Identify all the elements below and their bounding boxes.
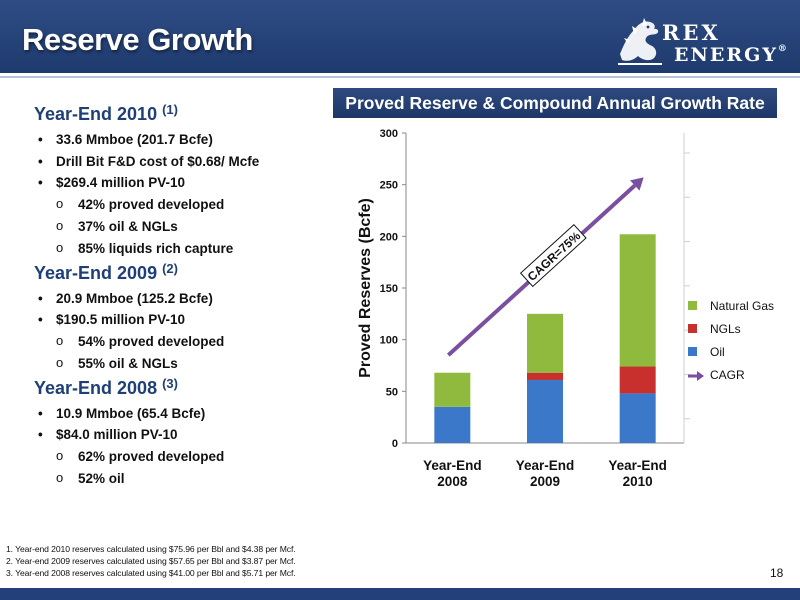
reserves-bar-chart: 0 50 100 150 200 250 300 Proved Reserves (Bcfe)…	[357, 128, 774, 489]
legend-label: Oil	[710, 345, 725, 359]
y-tick-label: 100	[380, 335, 398, 347]
x-category-label: Year-End	[516, 458, 575, 473]
y-tick-label: 200	[380, 231, 398, 243]
header-bar	[0, 0, 800, 73]
footnotes: 1. Year-end 2010 reserves calculated usi…	[6, 543, 296, 579]
bullet-item: $190.5 million PV-10	[34, 309, 334, 331]
footnote: 3. Year-end 2008 reserves calculated usi…	[6, 568, 296, 578]
header-divider	[0, 73, 800, 76]
bar-oil	[619, 393, 656, 443]
sub-bullet-item: 55% oil & NGLs	[34, 352, 334, 375]
sub-bullet-item: 62% proved developed	[34, 445, 334, 468]
y-axis-label: Proved Reserves (Bcfe)	[357, 198, 374, 378]
x-category-label: Year-End	[608, 458, 667, 473]
cagr-arrowhead-icon	[630, 177, 644, 191]
y-tick-label: 300	[380, 128, 398, 140]
legend-swatch	[688, 324, 697, 333]
chart-panel-title: Proved Reserve & Compound Annual Growth …	[333, 88, 777, 118]
bullet-item: $269.4 million PV-10	[34, 172, 334, 194]
x-category-label: 2010	[623, 474, 653, 489]
sub-bullet-item: 42% proved developed	[34, 193, 334, 216]
legend-swatch	[688, 301, 697, 310]
bar-oil	[527, 379, 563, 443]
x-category-label: 2009	[530, 474, 560, 489]
y-tick-label: 250	[380, 180, 398, 192]
x-category-label: Year-End	[423, 458, 482, 473]
logo-word-rex: REX	[662, 20, 721, 45]
sub-bullet-list-2010: 42% proved developed 37% oil & NGLs 85% …	[34, 193, 334, 260]
legend-label: CAGR	[710, 368, 745, 382]
bullet-item: 10.9 Mmboe (65.4 Bcfe)	[34, 403, 334, 425]
bullet-item: 33.6 Mmboe (201.7 Bcfe)	[34, 129, 334, 151]
y-tick-label: 0	[392, 438, 398, 450]
bar-oil	[434, 406, 471, 443]
bullet-list-2009: 20.9 Mmboe (125.2 Bcfe) $190.5 million P…	[34, 288, 334, 331]
footnote: 2. Year-end 2009 reserves calculated usi…	[6, 556, 296, 566]
sub-bullet-item: 54% proved developed	[34, 330, 334, 353]
sub-bullet-item: 37% oil & NGLs	[34, 215, 334, 238]
x-category-label: 2008	[437, 474, 468, 489]
legend-cagr-arrow-icon	[697, 371, 704, 381]
y-tick-label: 150	[380, 283, 398, 295]
legend-label: NGLs	[710, 322, 741, 336]
bar-natural-gas	[434, 372, 471, 407]
footnote: 1. Year-end 2010 reserves calculated usi…	[6, 544, 296, 554]
cagr-label: CAGR=75%	[525, 229, 584, 284]
bar-natural-gas	[619, 234, 656, 367]
reserve-summary-list: Year-End 2010 (1) 33.6 Mmboe (201.7 Bcfe…	[34, 102, 334, 490]
sub-bullet-item: 52% oil	[34, 467, 334, 490]
bullet-item: 20.9 Mmboe (125.2 Bcfe)	[34, 288, 334, 310]
sub-bullet-list-2008: 62% proved developed 52% oil	[34, 445, 334, 490]
section-heading-2008: Year-End 2008 (3)	[34, 375, 178, 398]
dinosaur-logo-icon	[618, 18, 662, 65]
bar-ngls	[619, 366, 656, 394]
header-divider-shadow	[0, 76, 800, 78]
bullet-item: Drill Bit F&D cost of $0.68/ Mcfe	[34, 151, 334, 173]
sub-bullet-list-2009: 54% proved developed 55% oil & NGLs	[34, 330, 334, 375]
footer-bar	[0, 588, 800, 600]
bar-natural-gas	[527, 313, 563, 373]
section-heading-2009: Year-End 2009 (2)	[34, 260, 178, 283]
bar-ngls	[527, 372, 563, 380]
cagr-label-group: CAGR=75%	[519, 223, 587, 288]
bullet-list-2008: 10.9 Mmboe (65.4 Bcfe) $84.0 million PV-…	[34, 403, 334, 446]
slide-title: Reserve Growth	[22, 22, 253, 57]
legend-label: Natural Gas	[710, 299, 774, 313]
bullet-item: $84.0 million PV-10	[34, 424, 334, 446]
sub-bullet-item: 85% liquids rich capture	[34, 237, 334, 260]
company-logo: REX ENERGY®	[614, 14, 787, 70]
bullet-list-2010: 33.6 Mmboe (201.7 Bcfe) Drill Bit F&D co…	[34, 129, 334, 194]
y-tick-label: 50	[386, 386, 398, 398]
page-number: 18	[770, 566, 784, 580]
legend-swatch	[688, 347, 697, 356]
cagr-label-box	[519, 223, 587, 288]
section-heading-2010: Year-End 2010 (1)	[34, 102, 178, 124]
logo-word-energy: ENERGY®	[674, 44, 789, 66]
